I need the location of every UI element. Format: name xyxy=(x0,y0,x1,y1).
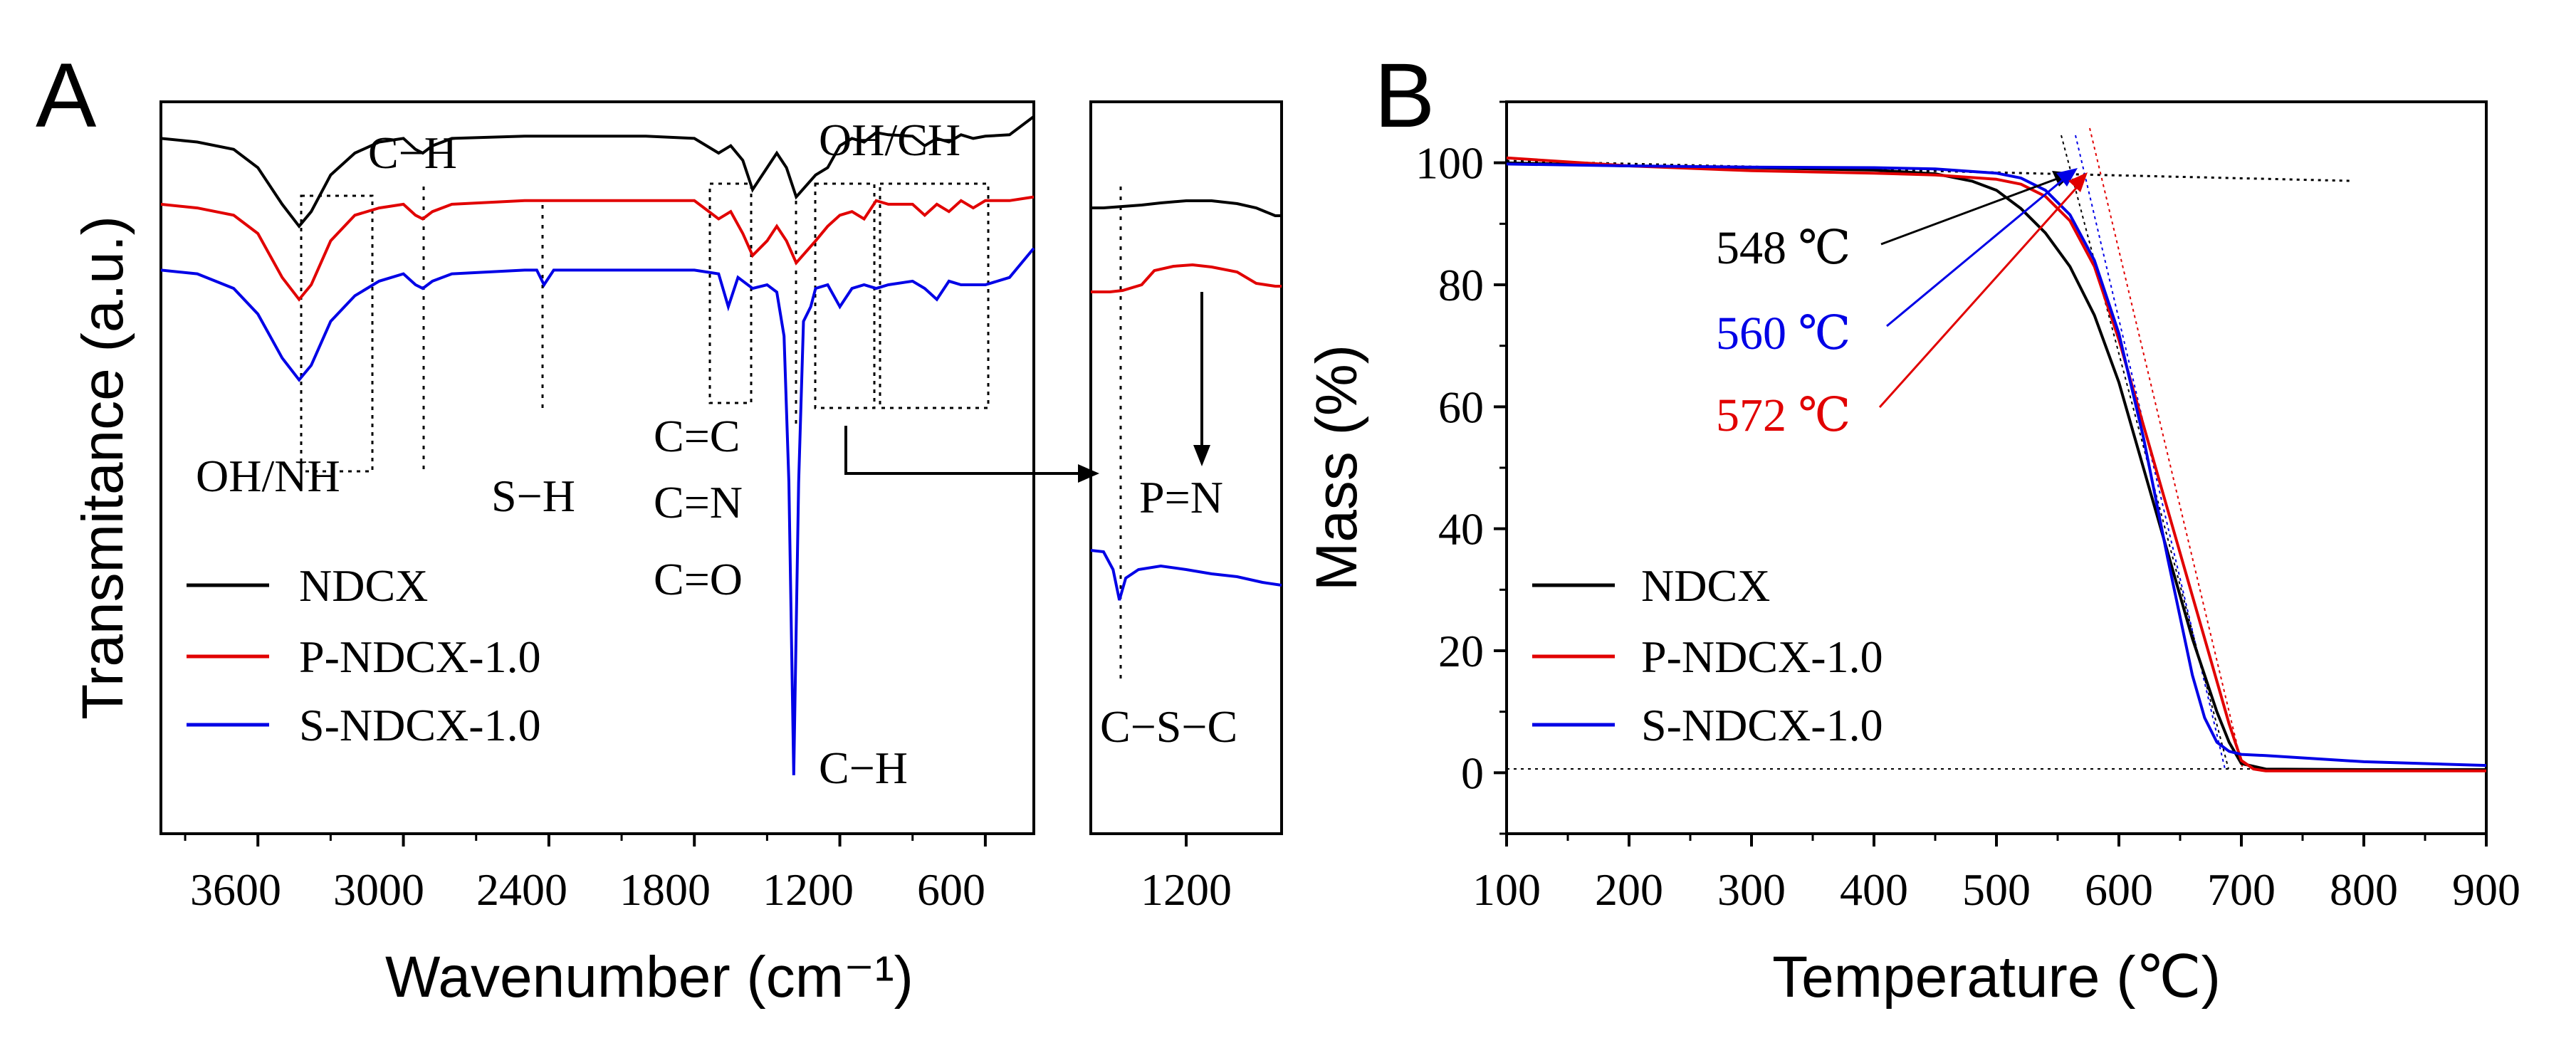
b-y-tick-label: 60 xyxy=(1438,382,1484,432)
inset-series-line-ndcx xyxy=(1091,199,1282,217)
b-y-tick-label: 100 xyxy=(1415,138,1484,189)
a-tick-label: 600 xyxy=(917,864,985,915)
panel-a-legend: NDCX P-NDCX-1.0 S-NDCX-1.0 xyxy=(187,560,541,750)
panel-a-y-axis-title: Transmitance (a.u.) xyxy=(70,216,135,720)
onset-label-p-ndcx: 572 ℃ xyxy=(1716,389,1850,441)
panel-b-letter: B xyxy=(1374,45,1435,147)
b-x-tick-label: 300 xyxy=(1717,864,1786,915)
b-x-tick-label: 700 xyxy=(2207,864,2276,915)
oh-nh-box xyxy=(300,194,374,473)
ch-region-box xyxy=(814,182,876,409)
annotation-cn: C=N xyxy=(654,477,743,528)
inset-series-line-s-ndcx-1.0 xyxy=(1090,549,1282,601)
b-y-tick-label: 0 xyxy=(1461,748,1484,798)
a-tick-label: 3000 xyxy=(333,864,424,915)
b-x-tick-label: 200 xyxy=(1595,864,1663,915)
annotation-ch-bottom: C−H xyxy=(819,743,908,793)
a-tick-label: 3600 xyxy=(190,864,281,915)
annotation-oh-nh: OH/NH xyxy=(196,451,340,501)
legend-label-ndcx: NDCX xyxy=(299,560,428,611)
b-x-tick-label: 500 xyxy=(1962,864,2031,915)
tga-line-s-ndcx-1.0 xyxy=(1506,162,2487,767)
legend-label-ndcx: NDCX xyxy=(1641,560,1770,611)
onset-label-ndcx: 548 ℃ xyxy=(1716,222,1850,274)
inset-series-line-p-ndcx-1.0 xyxy=(1091,263,1282,293)
inset-arrow-head xyxy=(1193,445,1210,466)
oh-ch-box xyxy=(879,182,990,409)
series-line-p-ndcx-1.0 xyxy=(160,195,1035,302)
inset-tick-label: 1200 xyxy=(1141,864,1232,915)
annotation-pn: P=N xyxy=(1139,472,1223,523)
onset-arrowhead-s-ndcx xyxy=(2056,168,2078,187)
onset-arrow-p-ndcx xyxy=(1878,185,2079,409)
panel-a-main-plot: 3600 3000 2400 1800 1200 600 C−H OH/CH O… xyxy=(159,100,1035,915)
annotation-ch-top: C−H xyxy=(368,127,457,178)
zoom-arrow-head xyxy=(1078,464,1099,483)
legend-label-p-ndcx: P-NDCX-1.0 xyxy=(299,632,541,682)
onset-arrow-ndcx xyxy=(1880,177,2060,246)
tga-line-ndcx xyxy=(1506,161,2486,771)
series-line-ndcx xyxy=(160,115,1035,229)
b-y-tick-label: 40 xyxy=(1438,504,1484,555)
a-tick-label: 1800 xyxy=(619,864,711,915)
legend-label-s-ndcx: S-NDCX-1.0 xyxy=(1641,700,1883,750)
onset-arrowhead-p-ndcx xyxy=(2068,172,2088,192)
panel-b-x-axis-title: Temperature (℃) xyxy=(1772,945,2221,1010)
onset-arrow-s-ndcx xyxy=(1886,178,2064,328)
onset-baseline xyxy=(1506,159,2350,182)
panel-a-x-ticks: 3600 3000 2400 1800 1200 600 xyxy=(184,834,987,915)
annotation-oh-ch: OH/CH xyxy=(819,115,960,165)
b-x-tick-label: 100 xyxy=(1472,864,1541,915)
panel-a-frame xyxy=(159,100,1035,835)
cc-cn-co-box xyxy=(708,182,753,404)
panel-a-x-axis-title: Wavenumber (cm⁻¹) xyxy=(385,945,913,1010)
annotation-cc: C=C xyxy=(654,411,740,461)
annotation-co: C=O xyxy=(654,554,743,604)
b-x-tick-label: 800 xyxy=(2330,864,2398,915)
annotation-csc: C−S−C xyxy=(1100,701,1237,752)
zoom-arrow-line xyxy=(844,426,1081,475)
b-x-tick-label: 900 xyxy=(2452,864,2520,915)
panel-a-inset: P=N C−S−C 1200 xyxy=(1089,100,1283,915)
series-line-s-ndcx-1.0 xyxy=(160,247,1035,775)
legend-label-p-ndcx: P-NDCX-1.0 xyxy=(1641,632,1883,682)
panel-b-plot: 100 200 300 400 500 600 700 800 900020406080100 … xyxy=(1415,100,2520,915)
panel-b-legend: NDCX P-NDCX-1.0 S-NDCX-1.0 xyxy=(1532,560,1883,750)
b-x-tick-label: 600 xyxy=(2085,864,2153,915)
panel-b-y-axis-title: Mass (%) xyxy=(1304,345,1369,591)
tangent-p-ndcx xyxy=(2089,127,2243,770)
onset-label-s-ndcx: 560 ℃ xyxy=(1716,308,1850,360)
a-tick-label: 2400 xyxy=(476,864,567,915)
b-x-tick-label: 400 xyxy=(1840,864,1908,915)
annotation-sh: S−H xyxy=(491,471,575,521)
b-y-tick-label: 20 xyxy=(1438,626,1484,676)
panel-a-letter: A xyxy=(36,45,97,147)
b-y-tick-label: 80 xyxy=(1438,260,1484,310)
legend-label-s-ndcx: S-NDCX-1.0 xyxy=(299,700,541,750)
a-tick-label: 1200 xyxy=(763,864,854,915)
